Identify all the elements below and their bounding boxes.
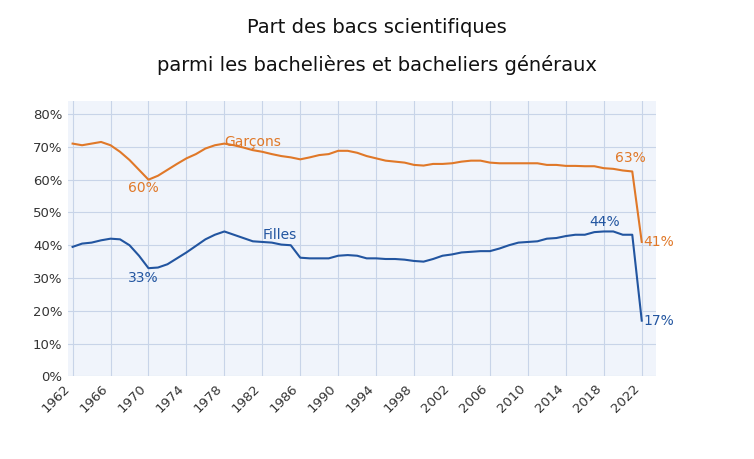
Text: 60%: 60% <box>127 181 158 196</box>
Text: Part des bacs scientifiques: Part des bacs scientifiques <box>247 18 507 37</box>
Text: 33%: 33% <box>127 271 158 285</box>
Text: Filles: Filles <box>262 228 296 242</box>
Text: 44%: 44% <box>590 215 621 229</box>
Text: 41%: 41% <box>644 235 674 249</box>
Text: 17%: 17% <box>644 313 674 328</box>
Text: Garçons: Garçons <box>225 135 281 149</box>
Text: parmi les bachelières et bacheliers généraux: parmi les bachelières et bacheliers géné… <box>157 55 597 75</box>
Text: 63%: 63% <box>615 151 646 165</box>
